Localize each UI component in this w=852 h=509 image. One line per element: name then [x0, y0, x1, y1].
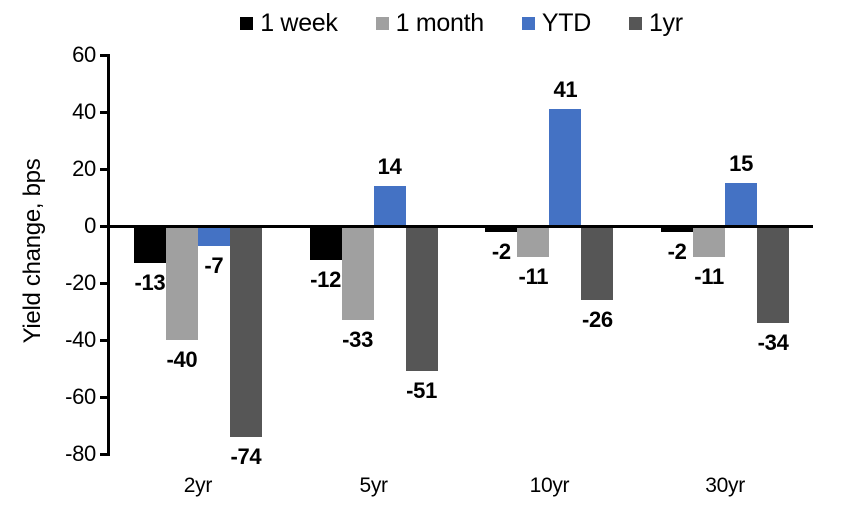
bar-value-label: -13 — [134, 270, 166, 296]
legend-label: YTD — [541, 8, 591, 37]
bar-30yr-ytd — [725, 183, 758, 227]
y-tick — [100, 338, 108, 342]
bar-2yr-ytd — [197, 226, 230, 246]
y-tick — [100, 452, 108, 456]
bar-10yr-1-week — [485, 226, 518, 232]
bar-30yr-1-week — [661, 226, 694, 232]
y-tick — [100, 224, 108, 228]
y-tick-label: -60 — [65, 384, 96, 409]
legend-label: 1 month — [395, 8, 485, 37]
y-axis-title: Yield change, bps — [19, 158, 46, 344]
y-tick — [100, 395, 108, 399]
legend-swatch-1-month — [375, 16, 389, 30]
legend-label: 1yr — [648, 8, 683, 37]
y-tick-label: 60 — [72, 42, 96, 67]
bar-10yr-ytd — [549, 109, 582, 227]
y-axis-line — [107, 54, 110, 456]
plot-area: 60 40 20 0 -20 -40 -60 -80 -13 -40 -7 -74 2yr -12 -33 1… — [65, 43, 813, 497]
bar-2yr-1yr — [229, 226, 262, 437]
legend-swatch-1yr — [628, 16, 642, 30]
y-tick-label: -20 — [65, 270, 96, 295]
bar-5yr-1-week — [309, 226, 342, 261]
y-tick — [100, 281, 108, 285]
legend-swatch-1-week — [240, 16, 254, 30]
legend-swatch-ytd — [521, 16, 535, 30]
x-category-label-5yr: 5yr — [359, 474, 388, 497]
legend-label: 1 week — [260, 8, 338, 37]
bar-30yr-1yr — [757, 226, 790, 323]
bar-value-label: -26 — [581, 307, 613, 333]
bar-5yr-ytd — [373, 186, 406, 226]
legend-item-ytd: YTD — [521, 8, 591, 37]
y-tick-label: 40 — [72, 99, 96, 124]
zero-axis-line — [110, 224, 813, 228]
bar-value-label: -7 — [204, 253, 224, 278]
y-tick — [100, 110, 108, 114]
bar-value-label: -2 — [491, 238, 511, 264]
bar-2yr-1-month — [165, 226, 198, 340]
bar-value-label: -12 — [310, 267, 342, 293]
bar-10yr-1yr — [581, 226, 614, 301]
x-category-label-10yr: 10yr — [529, 474, 570, 497]
bar-value-label: -34 — [757, 329, 789, 355]
y-tick-label: 20 — [72, 156, 96, 181]
bar-value-label: -40 — [166, 347, 198, 372]
bar-value-label: 15 — [729, 151, 754, 177]
bar-value-label: -74 — [230, 443, 262, 469]
legend-item-1-week: 1 week — [240, 8, 338, 37]
legend-item-1yr: 1yr — [628, 8, 683, 37]
x-category-label-30yr: 30yr — [705, 474, 745, 497]
bar-value-label: -33 — [342, 327, 374, 353]
y-tick-label: 0 — [84, 213, 96, 238]
y-tick — [100, 53, 108, 57]
bar-2yr-1-week — [133, 226, 166, 264]
bar-value-label: -2 — [667, 238, 687, 264]
bar-value-label: 41 — [553, 77, 578, 103]
y-tick — [100, 167, 108, 171]
bar-10yr-1-month — [517, 226, 550, 258]
bar-5yr-1yr — [405, 226, 438, 372]
bar-30yr-1-month — [693, 226, 726, 258]
bar-value-label: -11 — [694, 264, 724, 290]
bar-value-label: 14 — [377, 154, 402, 180]
bar-value-label: -51 — [406, 378, 438, 404]
y-tick-label: -40 — [65, 327, 96, 352]
bar-value-label: -11 — [518, 264, 549, 290]
bar-5yr-1-month — [341, 226, 374, 321]
chart-legend: 1 week 1 month YTD 1yr — [110, 6, 813, 40]
x-category-label-2yr: 2yr — [183, 474, 213, 497]
legend-item-1-month: 1 month — [375, 8, 485, 37]
y-tick-label: -80 — [65, 441, 96, 466]
